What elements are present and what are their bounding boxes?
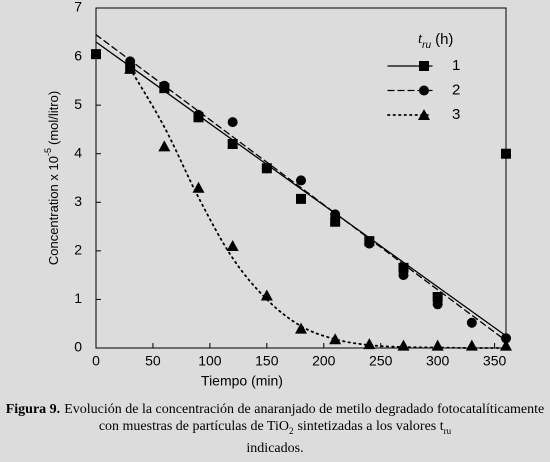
- marker-circle: [296, 175, 306, 186]
- marker-triangle: [158, 140, 171, 152]
- x-tick-label: 150: [255, 353, 279, 369]
- x-axis-label: Tiempo (min): [201, 373, 283, 389]
- marker-triangle: [418, 109, 430, 120]
- legend-title: tru (h): [418, 31, 453, 51]
- y-label-main: Concentration x 10: [46, 156, 61, 265]
- y-tick-label: 7: [74, 0, 82, 15]
- x-tick-label: 200: [312, 353, 336, 369]
- marker-square: [398, 262, 409, 273]
- y-tick-label: 4: [74, 144, 82, 160]
- marker-triangle: [192, 181, 205, 193]
- legend-title-main: t: [418, 31, 423, 47]
- marker-square: [296, 193, 306, 204]
- legend-label: 3: [452, 106, 460, 123]
- x-tick-label: 100: [198, 353, 222, 369]
- marker-circle: [330, 209, 341, 220]
- caption: Figura 9. Evolución de la concentración d…: [0, 401, 550, 457]
- fit-line: [129, 67, 507, 349]
- marker-circle: [432, 299, 443, 310]
- x-tick-label: 50: [145, 353, 161, 369]
- chart: Tiempo (min) Concentration x 10-5 (mol/li…: [43, 0, 512, 389]
- marker-square: [432, 292, 443, 302]
- marker-circle: [501, 333, 511, 344]
- y-label-sup: -5: [43, 148, 53, 156]
- marker-square: [501, 148, 511, 159]
- marker-circle: [227, 117, 238, 128]
- marker-circle: [159, 80, 170, 91]
- marker-square: [330, 216, 341, 227]
- legend-title-rest: (h): [435, 31, 453, 48]
- y-tick-label: 1: [74, 290, 82, 306]
- legend-label: 1: [452, 57, 460, 74]
- x-tick-label: 0: [92, 353, 100, 369]
- caption-sub: 2: [288, 425, 294, 436]
- y-tick-label: 5: [74, 96, 82, 112]
- marker-triangle: [397, 339, 410, 351]
- caption-sub: ru: [443, 425, 452, 436]
- marker-triangle: [363, 338, 376, 350]
- plot-frame: [95, 7, 507, 349]
- marker-triangle: [329, 333, 342, 345]
- marker-circle: [125, 56, 136, 67]
- marker-triangle: [295, 322, 307, 334]
- marker-triangle: [226, 240, 239, 251]
- marker-triangle: [465, 339, 478, 351]
- marker-triangle: [500, 339, 512, 351]
- fit-line: [95, 41, 507, 337]
- y-tick-label: 3: [74, 193, 82, 209]
- marker-circle: [193, 109, 204, 120]
- marker-triangle: [124, 62, 137, 74]
- legend-label: 2: [452, 81, 460, 98]
- marker-square: [227, 139, 238, 149]
- caption-text: indicados.: [246, 440, 304, 456]
- marker-triangle: [260, 289, 273, 301]
- x-tick-label: 250: [369, 353, 393, 369]
- y-tick-label: 6: [74, 47, 82, 63]
- marker-circle: [419, 85, 429, 96]
- legend-title-sub: ru: [422, 40, 431, 51]
- marker-circle: [364, 238, 375, 249]
- marker-square: [91, 49, 101, 60]
- x-tick-label: 350: [483, 353, 507, 369]
- marker-circle: [466, 317, 477, 328]
- caption-label: Figura 9.: [5, 402, 61, 417]
- y-axis-label: Concentration x 10-5 (mol/litro): [43, 91, 61, 265]
- fit-line: [95, 34, 507, 342]
- x-tick-label: 300: [426, 353, 450, 369]
- marker-circle: [261, 163, 272, 174]
- y-tick-label: 0: [74, 339, 82, 355]
- marker-square: [419, 61, 429, 71]
- y-tick-label: 2: [74, 242, 82, 258]
- marker-triangle: [431, 339, 444, 351]
- y-label-unit: (mol/litro): [46, 91, 61, 145]
- caption-text: Evolución de la concentración de anaranj…: [64, 402, 545, 434]
- caption-text: sintetizadas a los valores t: [297, 419, 444, 434]
- marker-circle: [398, 270, 409, 281]
